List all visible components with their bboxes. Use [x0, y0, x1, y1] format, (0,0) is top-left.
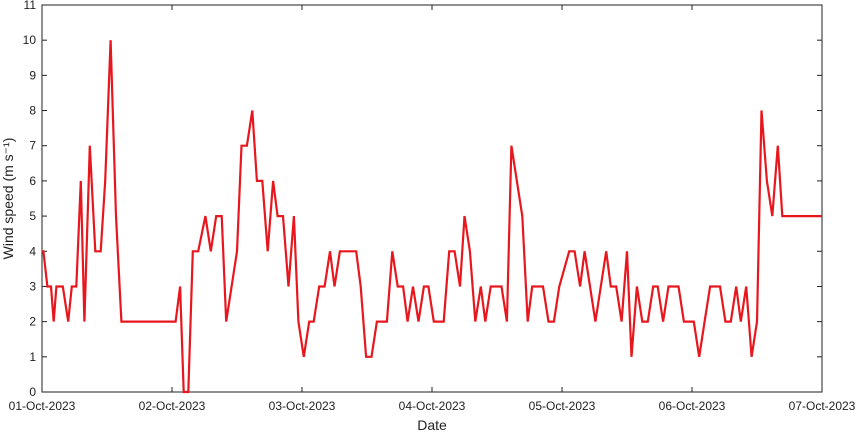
- tick-marks: 0 1 2 3 4 5 6 7 8 9 10 11 01-Oct-2023 02-Oct-2023 03-O…: [9, 0, 856, 413]
- x-tick-label: 06-Oct-2023: [659, 399, 726, 413]
- x-tick-label: 05-Oct-2023: [529, 399, 596, 413]
- series-layer: [42, 40, 822, 394]
- x-tick-label: 01-Oct-2023: [9, 399, 76, 413]
- x-axis-title: Date: [417, 417, 447, 432]
- y-tick-label: 2: [29, 315, 36, 329]
- y-axis-title: Wind speed (m s⁻¹): [0, 138, 16, 260]
- x-tick-label: 07-Oct-2023: [789, 399, 856, 413]
- y-tick-label: 10: [23, 33, 37, 47]
- y-tick-label: 7: [29, 139, 36, 153]
- y-tick-label: 4: [29, 244, 36, 258]
- y-tick-label: 6: [29, 174, 36, 188]
- y-tick-label: 8: [29, 104, 36, 118]
- y-tick-label: 0: [29, 385, 36, 399]
- y-tick-label: 1: [29, 350, 36, 364]
- x-tick-label: 03-Oct-2023: [269, 399, 336, 413]
- y-tick-label: 3: [29, 279, 36, 293]
- y-tick-label: 9: [29, 68, 36, 82]
- x-tick-label: 04-Oct-2023: [399, 399, 466, 413]
- y-tick-label: 5: [29, 209, 36, 223]
- plot-frame: [41, 4, 823, 393]
- series-line-0: [42, 40, 822, 394]
- y-tick-label: 11: [24, 0, 37, 12]
- axes: [41, 4, 823, 393]
- x-tick-label: 02-Oct-2023: [139, 399, 206, 413]
